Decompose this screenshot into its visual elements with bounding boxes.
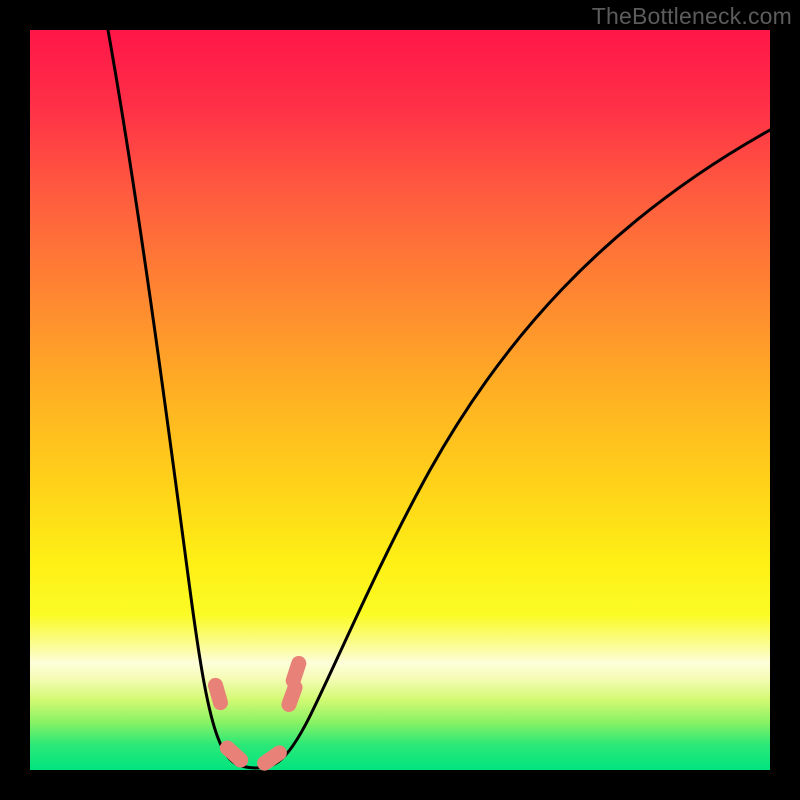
marker-2	[255, 743, 289, 773]
markers-group	[207, 655, 308, 773]
curve-layer	[0, 0, 800, 800]
marker-4	[284, 655, 307, 690]
marker-1	[217, 738, 250, 770]
curve-right-branch	[256, 130, 770, 768]
curve-left-branch	[108, 30, 256, 768]
watermark-text: TheBottleneck.com	[592, 3, 792, 30]
